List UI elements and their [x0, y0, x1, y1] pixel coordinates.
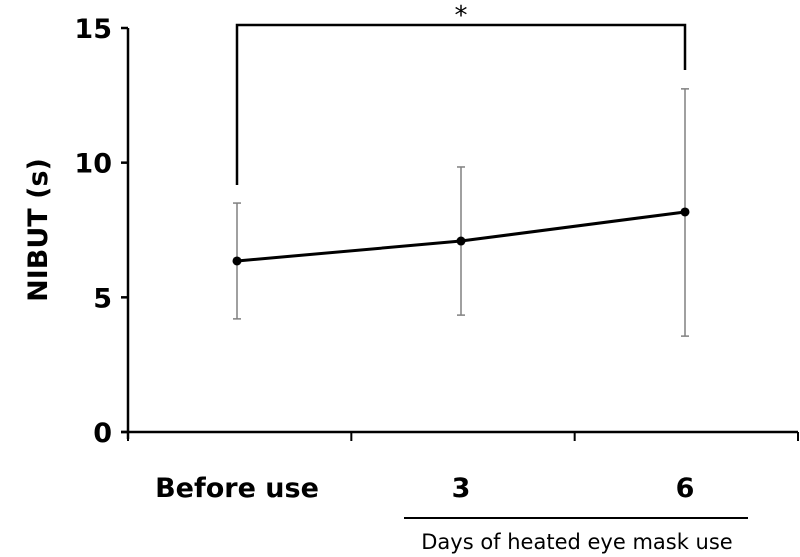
y-tick-label: 10 [74, 149, 112, 180]
significance-asterisk: * [455, 1, 468, 31]
data-point [680, 207, 690, 217]
x-tick-label: 3 [452, 473, 471, 504]
y-axis-label: NIBUT (s) [23, 158, 54, 302]
x-tick-label: Before use [155, 473, 319, 504]
y-tick-label: 15 [74, 14, 112, 45]
x-group-label: Days of heated eye mask use [421, 530, 732, 554]
x-tick-label: 6 [676, 473, 695, 504]
y-tick-label: 5 [93, 283, 112, 314]
y-tick-label: 0 [93, 418, 112, 449]
data-point [456, 236, 466, 246]
data-point [232, 256, 242, 266]
significance-bracket [235, 23, 687, 185]
